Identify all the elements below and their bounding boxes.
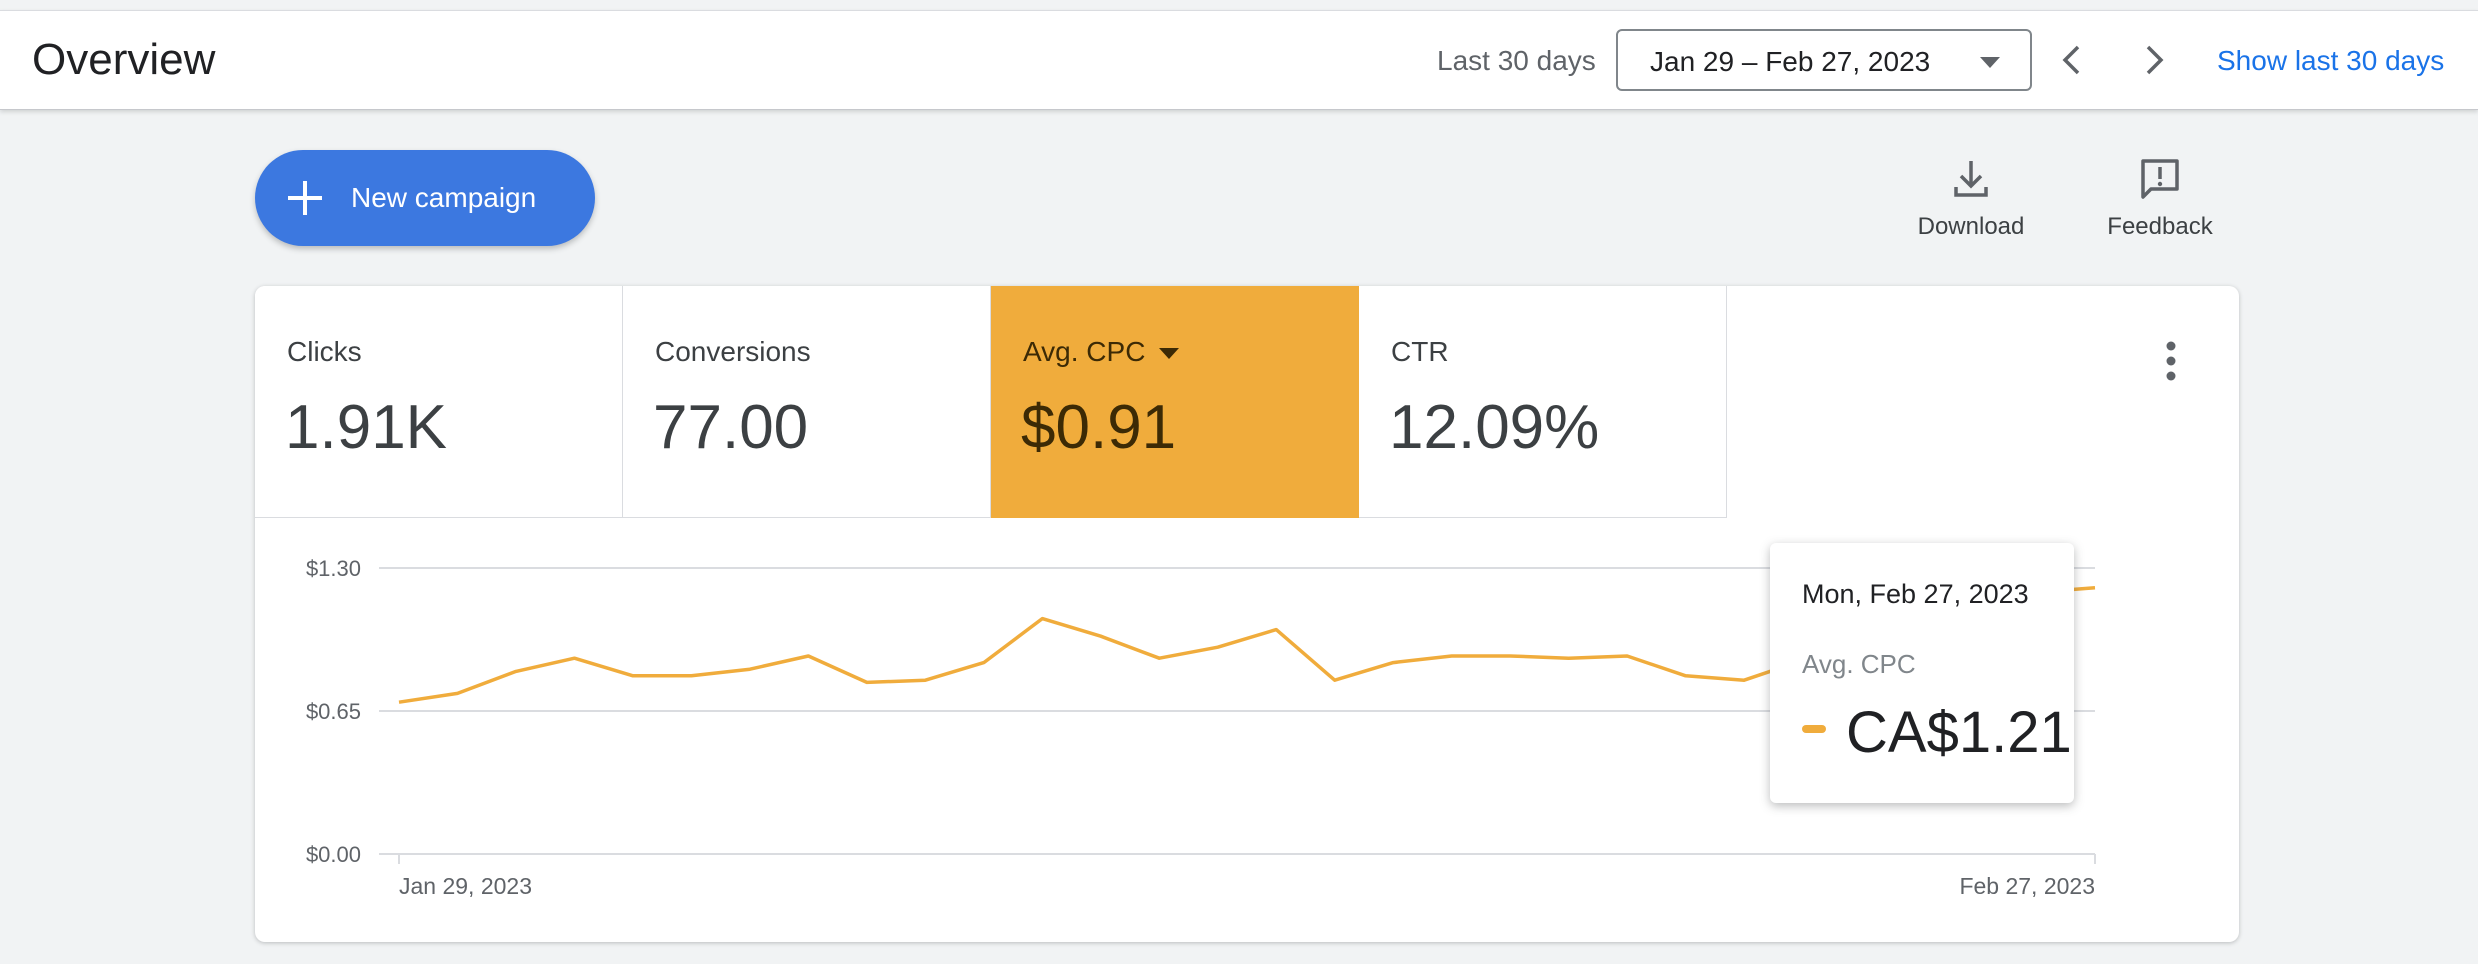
tooltip-metric-name: Avg. CPC bbox=[1802, 649, 1916, 679]
chart-tooltip: Mon, Feb 27, 2023 Avg. CPC CA$1.21 bbox=[1770, 543, 2074, 803]
metric-name-with-caret: Avg. CPC bbox=[1023, 336, 1180, 368]
tooltip-value: CA$1.21 bbox=[1846, 700, 2072, 765]
date-range-value: Jan 29 – Feb 27, 2023 bbox=[1650, 46, 1931, 77]
page-title: Overview bbox=[32, 35, 216, 84]
y-tick-label: $1.30 bbox=[306, 556, 361, 581]
caret-down-icon bbox=[1980, 57, 2000, 68]
x-tick-label: Feb 27, 2023 bbox=[1959, 873, 2095, 899]
more-vert-icon[interactable] bbox=[2157, 336, 2185, 386]
tooltip-series-swatch bbox=[1802, 725, 1826, 733]
feedback-icon bbox=[2141, 159, 2179, 199]
plus-icon bbox=[288, 181, 322, 215]
metric-conversions[interactable]: Conversions 77.00 bbox=[623, 286, 991, 518]
new-campaign-label: New campaign bbox=[351, 182, 537, 213]
download-label: Download bbox=[1917, 213, 2025, 240]
metric-value: 77.00 bbox=[653, 393, 809, 462]
feedback-button[interactable]: Feedback bbox=[2100, 155, 2220, 241]
range-label: Last 30 days bbox=[1437, 45, 1596, 76]
metric-value: 1.91K bbox=[285, 393, 448, 462]
metric-name: Conversions bbox=[655, 336, 811, 367]
tooltip-date: Mon, Feb 27, 2023 bbox=[1802, 579, 2029, 609]
metric-avg-cpc[interactable]: Avg. CPC $0.91 bbox=[991, 286, 1359, 518]
metric-value: $0.91 bbox=[1021, 393, 1177, 462]
previous-period-button[interactable] bbox=[2048, 35, 2098, 85]
metric-name: CTR bbox=[1391, 336, 1449, 367]
caret-down-icon[interactable] bbox=[1159, 348, 1180, 360]
show-last-30-days-link[interactable]: Show last 30 days bbox=[2217, 45, 2445, 76]
download-button[interactable]: Download bbox=[1911, 155, 2031, 241]
top-bar: Overview Last 30 days Jan 29 – Feb 27, 2… bbox=[0, 10, 2478, 110]
chevron-right-icon bbox=[2146, 45, 2164, 75]
x-tick-label: Jan 29, 2023 bbox=[399, 873, 532, 899]
metric-value: 12.09% bbox=[1389, 393, 1600, 462]
y-tick-label: $0.00 bbox=[306, 842, 361, 867]
feedback-label: Feedback bbox=[2107, 213, 2213, 240]
metric-name: Avg. CPC bbox=[1023, 336, 1146, 367]
date-range-select[interactable]: Jan 29 – Feb 27, 2023 bbox=[1616, 29, 2032, 91]
metric-ctr[interactable]: CTR 12.09% bbox=[1359, 286, 1727, 518]
metric-name: Clicks bbox=[287, 336, 362, 367]
chevron-left-icon bbox=[2062, 45, 2080, 75]
next-period-button[interactable] bbox=[2128, 35, 2178, 85]
y-tick-label: $0.65 bbox=[306, 699, 361, 724]
download-icon bbox=[1954, 161, 1988, 197]
metric-clicks[interactable]: Clicks 1.91K bbox=[255, 286, 623, 518]
new-campaign-button[interactable]: New campaign bbox=[255, 150, 595, 246]
